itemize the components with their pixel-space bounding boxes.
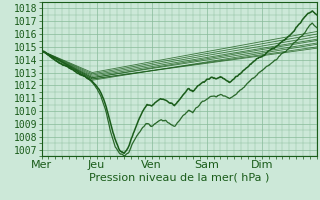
X-axis label: Pression niveau de la mer( hPa ): Pression niveau de la mer( hPa ) [89,173,269,183]
